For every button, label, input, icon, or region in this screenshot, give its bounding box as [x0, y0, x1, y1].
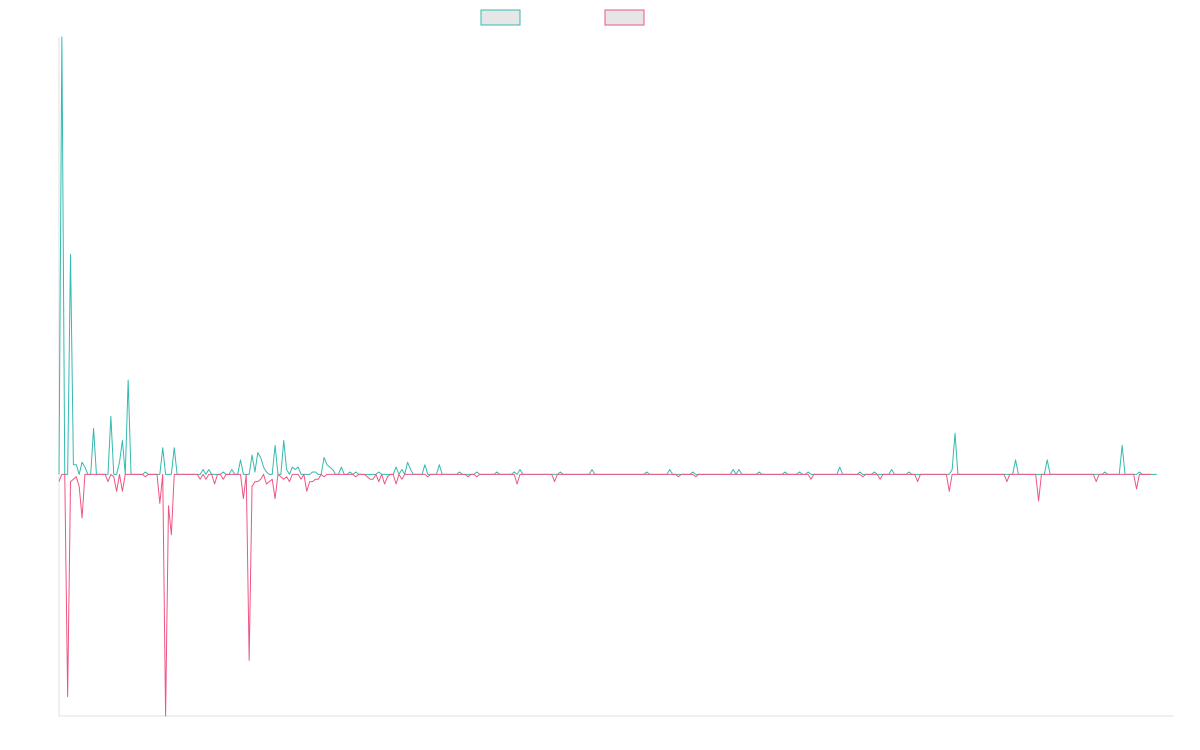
plot-area — [58, 36, 1157, 717]
legend[interactable] — [480, 9, 645, 26]
legend-swatch-2[interactable] — [604, 9, 645, 26]
series-line-1 — [58, 36, 1157, 475]
legend-swatch-1[interactable] — [480, 9, 521, 26]
series-line-2 — [58, 473, 1151, 717]
axes — [58, 37, 1174, 717]
